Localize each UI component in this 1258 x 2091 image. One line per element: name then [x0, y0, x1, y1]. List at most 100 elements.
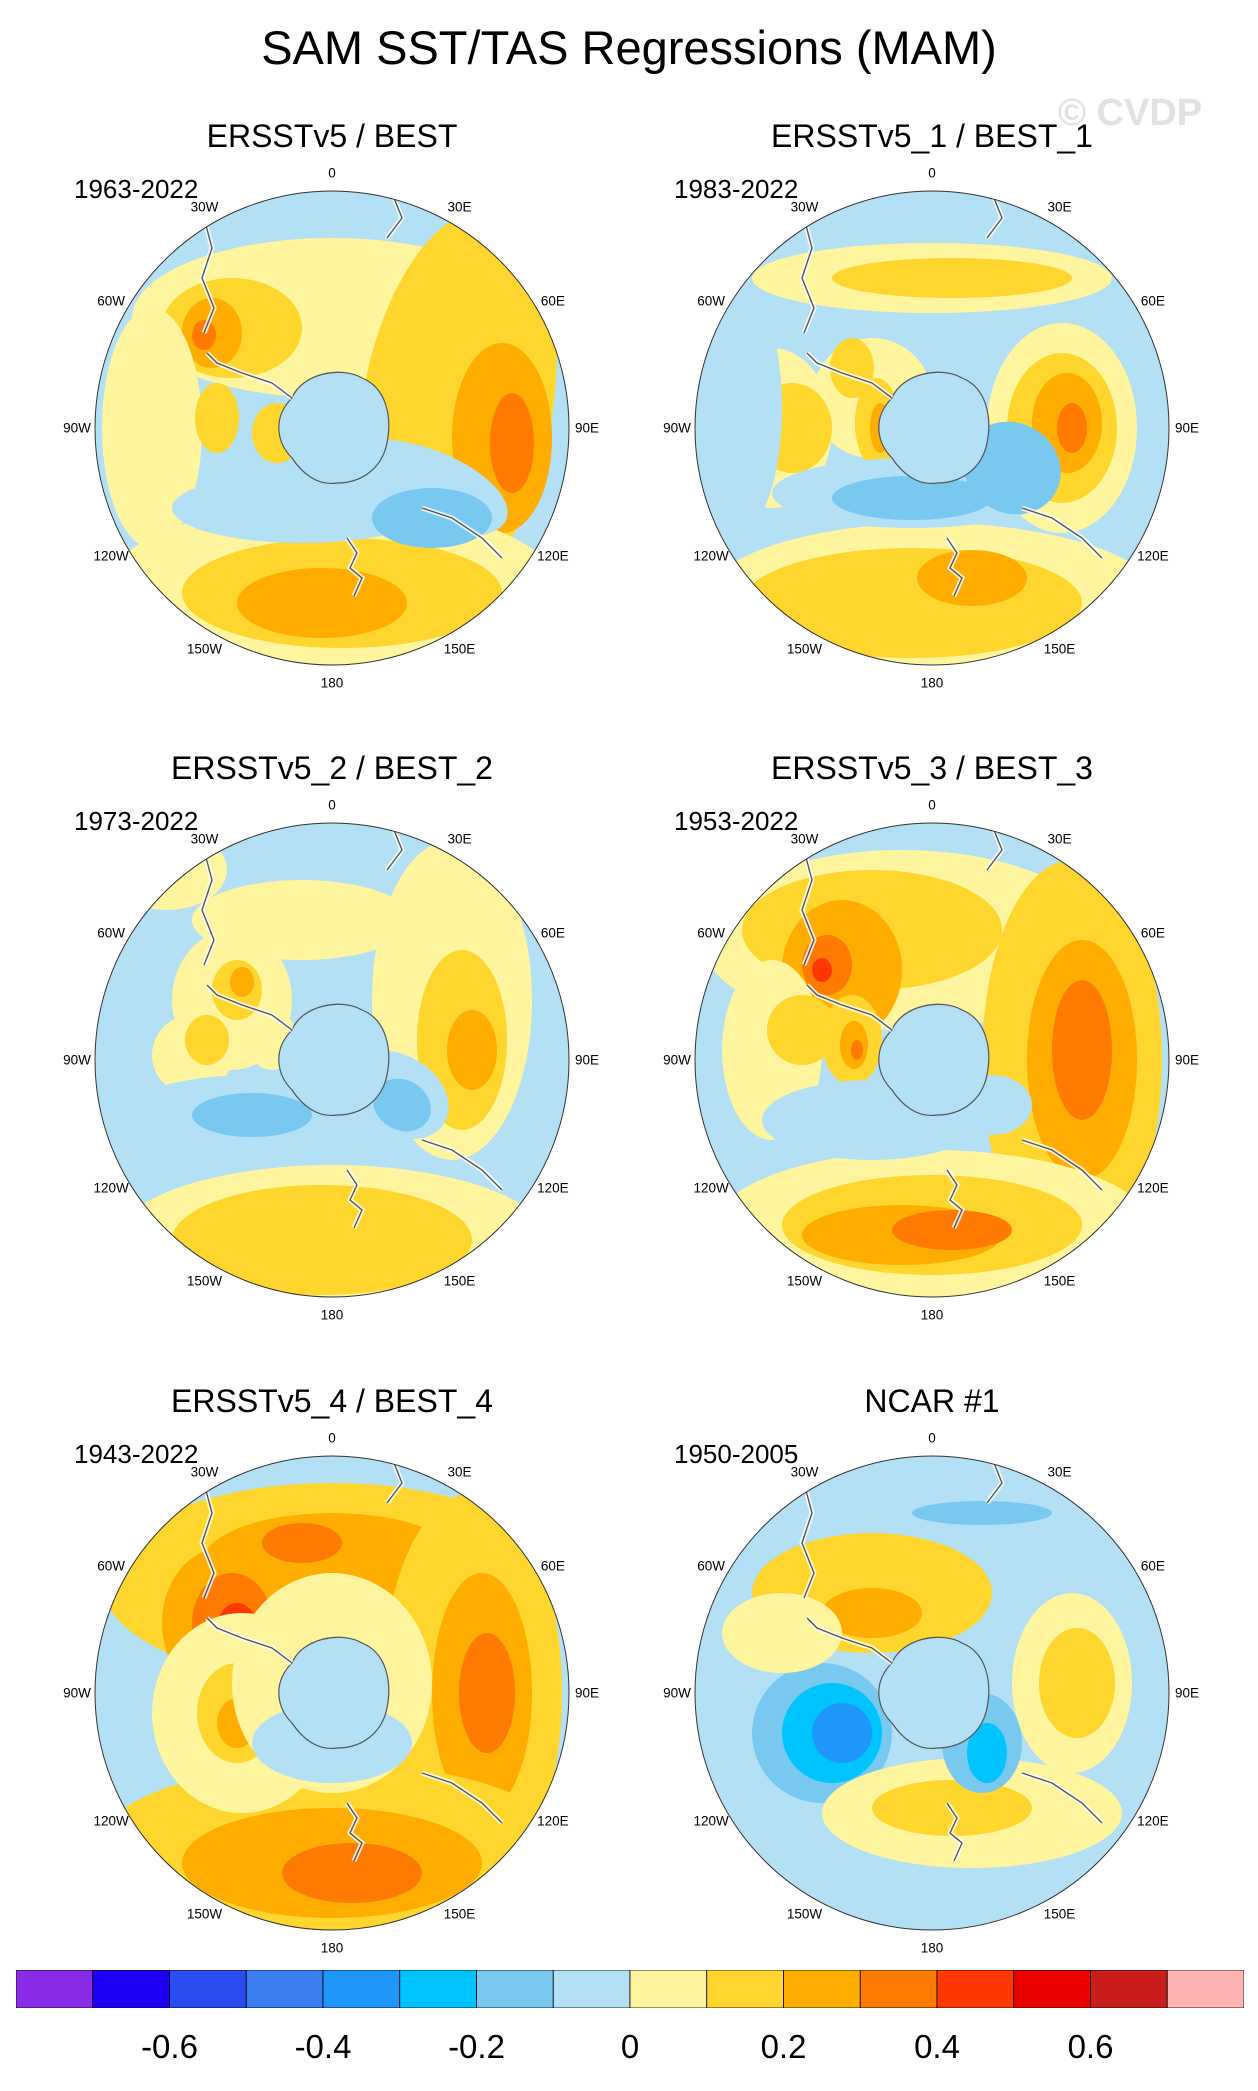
anomaly-contour [185, 1015, 229, 1065]
longitude-label: 120E [1137, 1180, 1169, 1195]
colorbar-swatch [322, 1970, 401, 2008]
longitude-label: 150W [786, 641, 823, 657]
longitude-label: 120W [693, 1813, 729, 1828]
coastline [806, 1617, 893, 1664]
colorbar-swatch [859, 1970, 938, 2008]
coastline [1021, 1139, 1103, 1191]
panel-title: NCAR #1 [864, 1383, 1000, 1419]
longitude-label: 60W [97, 925, 126, 940]
longitude-label: 90W [63, 420, 91, 436]
anomaly-contour [1039, 1628, 1115, 1738]
longitude-label: 120E [537, 548, 569, 563]
longitude-label: 30W [790, 831, 819, 847]
longitude-label: 30E [447, 199, 472, 215]
anomaly-contour [192, 1093, 312, 1137]
coastline [421, 1139, 503, 1191]
antarctica-outline [278, 371, 390, 485]
anomaly-contour [1057, 403, 1087, 453]
panel-period: 1973-2022 [74, 806, 199, 836]
longitude-label: 60E [1140, 293, 1165, 308]
longitude-label: 120W [93, 1180, 129, 1195]
anomaly-contour [830, 338, 874, 398]
coastline [206, 984, 293, 1031]
longitude-label: 180 [920, 1307, 944, 1323]
colorbar-swatch [629, 1970, 708, 2008]
longitude-label: 90W [63, 1052, 91, 1068]
longitude-label: 60W [697, 293, 726, 308]
longitude-label: 120W [693, 1180, 729, 1195]
longitude-label: 60E [540, 1558, 565, 1573]
longitude-label: 60E [540, 293, 565, 308]
colorbar-swatch [169, 1970, 247, 2008]
longitude-label: 150W [186, 1906, 223, 1922]
panel-title: ERSSTv5_4 / BEST_4 [171, 1383, 493, 1419]
longitude-label: 60W [97, 293, 126, 308]
longitude-label: 120W [693, 548, 729, 563]
longitude-label: 120E [537, 1180, 569, 1195]
colorbar-swatch [245, 1970, 324, 2008]
coastline [986, 192, 1003, 239]
coastline [201, 1482, 215, 1599]
polar-map [694, 822, 1170, 1298]
anomaly-contour [172, 1185, 472, 1295]
longitude-label: 90W [663, 1685, 691, 1701]
map-border [694, 190, 1170, 666]
coastline [421, 1772, 503, 1824]
anomaly-contour [812, 1703, 872, 1763]
antarctica-outline [878, 1636, 990, 1750]
anomaly-contour [282, 1843, 422, 1903]
map-border [94, 1455, 570, 1931]
panel-period: 1983-2022 [674, 174, 799, 204]
longitude-label: 30E [1047, 199, 1072, 215]
colorbar [16, 1970, 1244, 2008]
anomaly-contour [490, 393, 534, 493]
coastline [386, 824, 403, 871]
panel-title: ERSSTv5_1 / BEST_1 [771, 118, 1093, 154]
longitude-label: 180 [320, 1307, 344, 1323]
longitude-label: 0 [328, 1430, 336, 1446]
longitude-label: 30E [1047, 1464, 1072, 1480]
coastline [986, 824, 1003, 871]
anomaly-contour [812, 958, 832, 982]
anomaly-contour [832, 476, 992, 520]
longitude-label: 90E [1174, 420, 1200, 436]
longitude-label: 60E [1140, 925, 1165, 940]
longitude-label: 150W [186, 1273, 223, 1289]
colorbar-swatch [1013, 1970, 1091, 2008]
longitude-label: 30W [190, 831, 219, 847]
longitude-label: 0 [928, 1430, 936, 1446]
coastline [201, 849, 215, 966]
colorbar-swatch [552, 1970, 631, 2008]
longitude-label: 120E [1137, 1813, 1169, 1828]
anomaly-contour [912, 1501, 1052, 1525]
longitude-label: 30W [790, 1464, 819, 1480]
colorbar-tick-label: 0.2 [760, 2028, 807, 2065]
longitude-label: 30E [447, 1464, 472, 1480]
colorbar-swatch [706, 1970, 784, 2008]
colorbar-swatch [16, 1970, 94, 2008]
coastline [421, 507, 503, 559]
antarctica-outline [278, 1003, 390, 1117]
longitude-label: 90E [574, 420, 600, 436]
anomaly-contour [767, 995, 837, 1065]
anomaly-contour [447, 1010, 497, 1090]
longitude-label: 30E [1047, 831, 1072, 847]
anomaly-contour [832, 258, 1072, 298]
longitude-label: 60E [1140, 1558, 1165, 1573]
longitude-label: 90W [63, 1685, 91, 1701]
colorbar-swatch [399, 1970, 477, 2008]
coastline [346, 1169, 363, 1229]
polar-map [94, 190, 570, 666]
panel-period: 1950-2005 [674, 1439, 799, 1469]
antarctica-outline [878, 1003, 990, 1117]
coastline [206, 1617, 293, 1664]
anomaly-contour [851, 1040, 863, 1060]
longitude-label: 150W [186, 641, 223, 657]
longitude-label: 0 [328, 165, 336, 181]
longitude-label: 150E [1043, 641, 1076, 657]
anomaly-contour [722, 1593, 842, 1673]
longitude-label: 60W [97, 1558, 126, 1573]
coastline [946, 1169, 963, 1229]
colorbar-tick-label: -0.6 [141, 2028, 198, 2065]
anomaly-contour [967, 1723, 1007, 1783]
